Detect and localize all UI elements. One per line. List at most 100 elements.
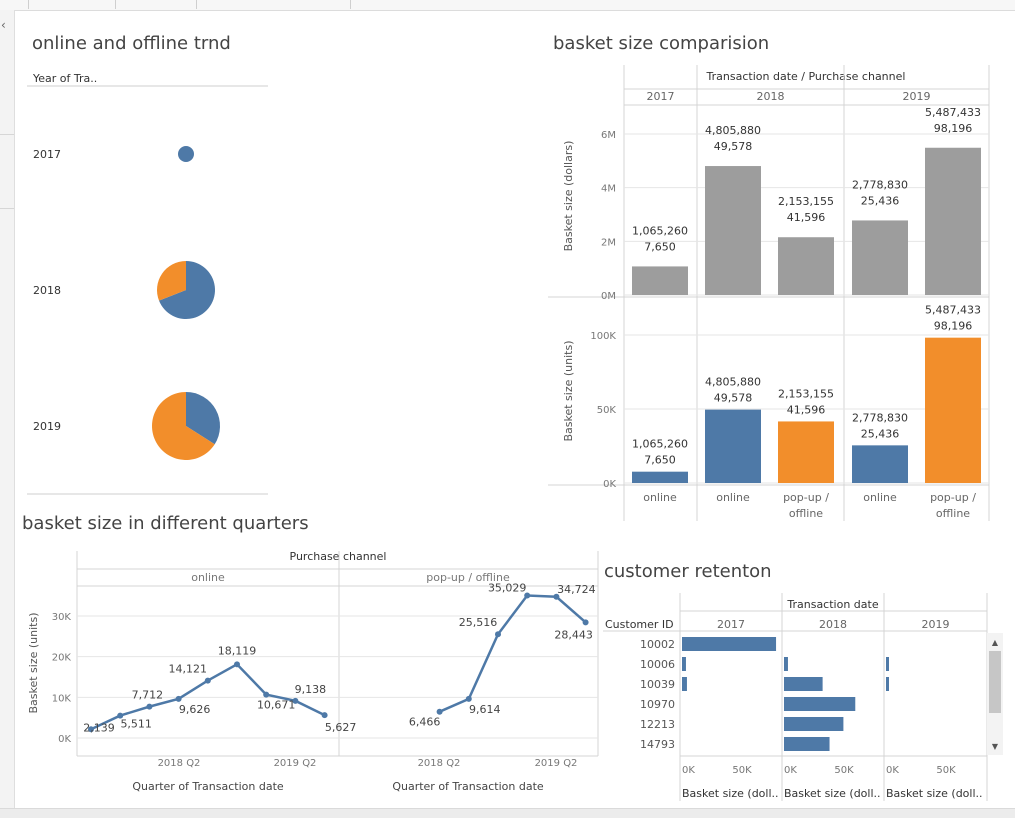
units-bar[interactable] — [778, 421, 834, 483]
units-bar[interactable] — [632, 471, 688, 483]
dashboard-svg: online and offline trnd Year of Tra.. 2017… — [22, 33, 1003, 801]
dollars-bar-label: 25,436 — [861, 194, 900, 207]
quarters-header: Purchase channel — [290, 550, 387, 563]
retention-bar[interactable] — [784, 697, 856, 711]
pie-slice-online[interactable] — [186, 392, 221, 445]
retention-bar[interactable] — [784, 737, 830, 751]
units-bar-label: 5,487,433 — [925, 304, 981, 317]
dashboard-canvas: online and offline trnd Year of Tra.. 2017… — [15, 11, 1015, 808]
units-axis-label: Basket size (units) — [562, 340, 575, 441]
quarters-point-label: 34,724 — [557, 583, 596, 596]
quarters-panel-title: basket size in different quarters — [22, 513, 309, 534]
quarters-point[interactable] — [146, 703, 153, 710]
customer-id-label[interactable]: 12213 — [640, 718, 675, 731]
dollars-tick-label: 0M — [601, 291, 616, 302]
dollars-bar-label: 98,196 — [934, 122, 973, 135]
retention-bar[interactable] — [784, 717, 844, 731]
quarters-point[interactable] — [495, 631, 501, 638]
quarters-line-offline[interactable] — [439, 594, 587, 713]
quarters-point[interactable] — [292, 697, 299, 704]
units-bar-label: 41,596 — [787, 403, 826, 416]
customer-id-label[interactable]: 10006 — [640, 658, 675, 671]
retention-bar[interactable] — [784, 677, 823, 691]
dollars-bar-label: 4,805,880 — [705, 124, 761, 137]
pie-slice-offline[interactable] — [152, 392, 215, 460]
dollars-bar[interactable] — [705, 166, 761, 295]
units-bar[interactable] — [705, 409, 761, 483]
dollars-bar[interactable] — [852, 220, 908, 295]
dollars-bar-label: 2,778,830 — [852, 178, 908, 191]
quarters-point[interactable] — [117, 712, 124, 719]
scroll-up-icon[interactable]: ▲ — [992, 638, 999, 647]
quarters-point[interactable] — [234, 661, 240, 668]
quarters-point-label: 14,121 — [169, 663, 208, 676]
pie-slice-offline[interactable] — [157, 261, 186, 301]
quarters-point-label: 2,139 — [83, 721, 115, 734]
toolbar-tab[interactable] — [29, 0, 116, 9]
quarters-point-label: 5,511 — [120, 718, 152, 731]
dollars-bar[interactable] — [925, 147, 981, 295]
customer-id-label[interactable]: 10002 — [640, 638, 675, 651]
dollars-bar-label: 49,578 — [714, 140, 753, 153]
units-bar[interactable] — [852, 445, 908, 483]
toolbar-tab[interactable] — [116, 0, 197, 9]
retention-row-header[interactable]: Customer ID — [605, 618, 674, 631]
retention-bar[interactable] — [784, 657, 788, 671]
retention-x-label: Basket size (doll.. — [784, 787, 881, 800]
retention-scrollbar-thumb[interactable] — [989, 651, 1001, 713]
quarters-point[interactable] — [436, 708, 443, 715]
toolbar-tab[interactable] — [197, 0, 351, 9]
quarters-point[interactable] — [263, 691, 270, 698]
channel-label: pop-up / — [783, 491, 829, 504]
retention-x-tick: 50K — [834, 765, 854, 776]
retention-bar[interactable] — [682, 657, 686, 671]
dollars-bar[interactable] — [632, 266, 688, 295]
chevron-left-icon[interactable]: ‹ — [1, 18, 6, 32]
pie-row-label: 2018 — [33, 284, 61, 297]
retention-panel-title: customer retenton — [604, 561, 772, 582]
quarters-point-label: 10,671 — [257, 699, 296, 712]
pie-slice-online[interactable] — [159, 261, 215, 319]
basket-year-label: 2018 — [757, 90, 785, 103]
channel-label: offline — [789, 507, 823, 520]
pie-column-header[interactable]: Year of Tra.. — [32, 72, 97, 85]
quarters-point-label: 5,627 — [325, 721, 357, 734]
dollars-bar-label: 7,650 — [644, 240, 676, 253]
quarters-point[interactable] — [524, 592, 531, 599]
customer-id-label[interactable]: 14793 — [640, 738, 675, 751]
units-tick-label: 100K — [590, 331, 616, 342]
units-bar-label: 1,065,260 — [632, 438, 688, 451]
dollars-tick-label: 6M — [601, 130, 616, 141]
units-bar[interactable] — [925, 337, 981, 483]
side-panel-rail: ‹ — [0, 10, 15, 817]
quarters-point[interactable] — [582, 619, 589, 626]
units-tick-label: 50K — [597, 405, 617, 416]
dollars-bar[interactable] — [778, 237, 834, 295]
retention-x-tick: 50K — [732, 765, 752, 776]
retention-x-tick: 0K — [886, 765, 899, 776]
retention-bar[interactable] — [886, 657, 889, 671]
quarters-x-label: Quarter of Transaction date — [132, 780, 284, 793]
retention-year-label: 2018 — [819, 618, 847, 631]
dollars-bar-label: 41,596 — [787, 211, 826, 224]
toolbar-tab[interactable] — [0, 0, 29, 9]
customer-id-label[interactable]: 10970 — [640, 698, 675, 711]
retention-bar[interactable] — [886, 677, 889, 691]
basket-year-label: 2019 — [903, 90, 931, 103]
customer-id-label[interactable]: 10039 — [640, 678, 675, 691]
bottom-scroll-area — [0, 808, 1015, 818]
quarters-point[interactable] — [321, 712, 328, 719]
retention-bar[interactable] — [682, 637, 777, 651]
quarters-point[interactable] — [175, 695, 182, 702]
retention-bar[interactable] — [682, 677, 687, 691]
quarters-point[interactable] — [88, 726, 94, 733]
scroll-down-icon[interactable]: ▼ — [992, 742, 999, 751]
dollars-bar-label: 2,153,155 — [778, 195, 834, 208]
quarters-point[interactable] — [204, 677, 211, 684]
quarters-point-label: 25,516 — [459, 616, 498, 629]
quarters-point[interactable] — [465, 695, 472, 702]
basket-panel-title: basket size comparision — [553, 33, 769, 54]
pie-slice-online[interactable] — [178, 146, 194, 162]
quarters-point[interactable] — [553, 593, 560, 600]
retention-x-tick: 0K — [784, 765, 797, 776]
